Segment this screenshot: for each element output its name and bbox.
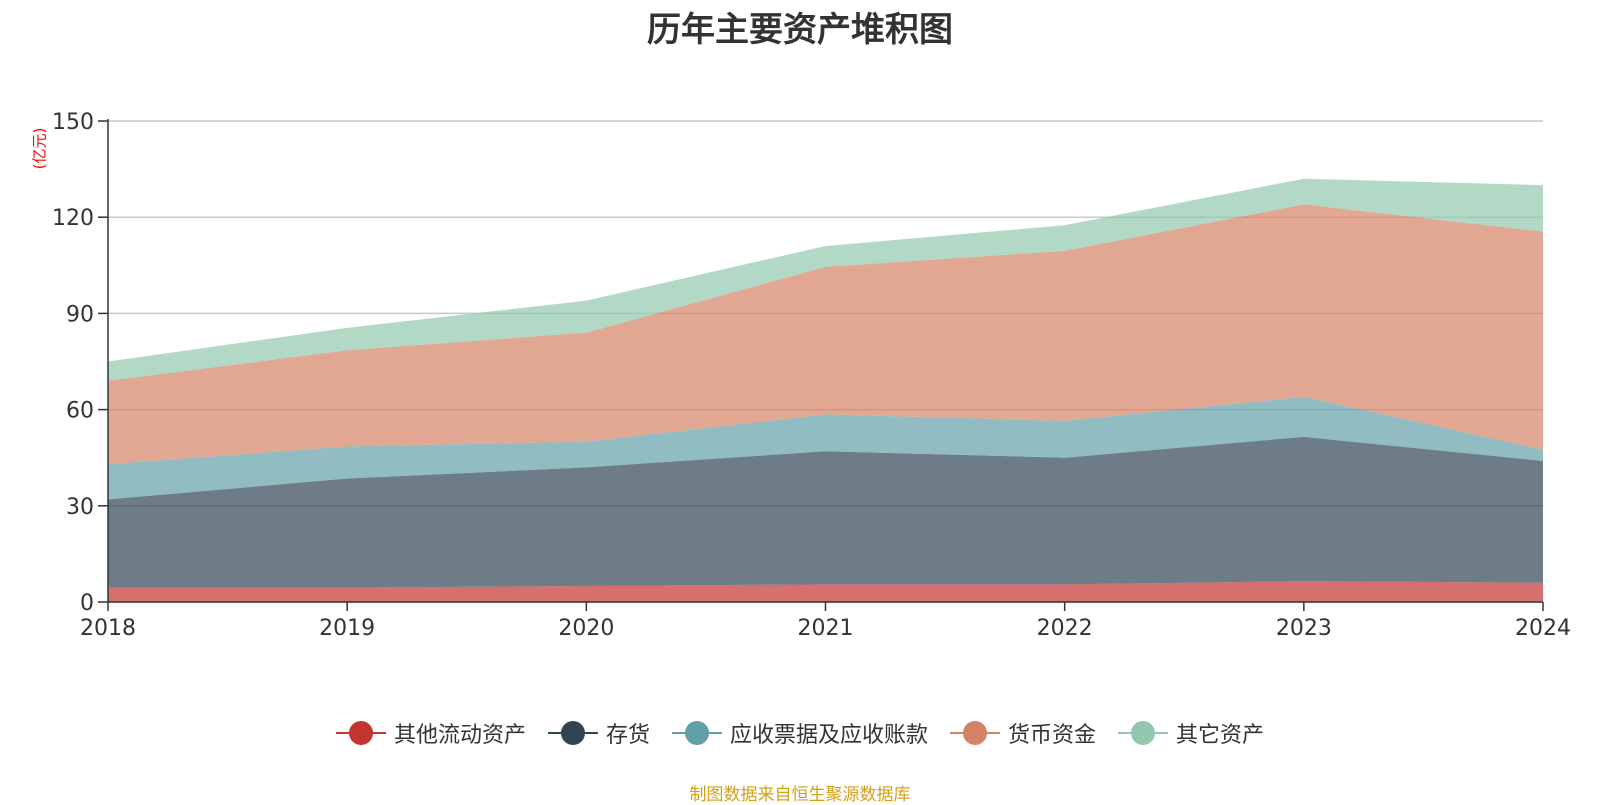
legend-item[interactable]: 其他流动资产	[335, 717, 526, 749]
area-series-2	[108, 436, 1543, 588]
legend-label: 其它资产	[1176, 723, 1265, 748]
stacked-area-chart: 0 30 60 90 120 150 2018 2019 2020 2021 2022 2023 202…	[52, 110, 1571, 641]
x-tick-label: 2024	[1515, 616, 1571, 641]
legend-label: 其他流动资产	[393, 723, 526, 748]
legend-item[interactable]: 存货	[547, 717, 650, 749]
chart-title: 历年主要资产堆积图	[647, 10, 953, 50]
x-tick-label: 2021	[798, 616, 854, 641]
legend-marker	[671, 721, 722, 745]
area-series-3	[108, 396, 1543, 500]
area-series-4	[108, 204, 1543, 465]
area-series-5	[108, 178, 1543, 381]
legend-label: 存货	[605, 723, 650, 748]
x-tick-label: 2019	[319, 616, 375, 641]
x-tick-label: 2022	[1037, 616, 1093, 641]
legend-marker	[335, 721, 386, 745]
legend-item[interactable]: 其它资产	[1118, 717, 1264, 749]
y-tick-label: 120	[52, 206, 94, 231]
legend-item[interactable]: 应收票据及应收账款	[671, 717, 928, 749]
legend-marker	[1118, 721, 1169, 745]
legend-item[interactable]: 货币资金	[950, 717, 1096, 749]
legend-label: 应收票据及应收账款	[729, 723, 928, 748]
y-tick-label: 150	[52, 110, 94, 135]
y-tick-label: 0	[80, 591, 94, 616]
y-tick-label: 90	[66, 302, 94, 327]
x-tick-label: 2023	[1276, 616, 1332, 641]
y-tick-label: 30	[66, 495, 94, 520]
legend-marker-dot	[684, 721, 709, 745]
x-tick-label: 2020	[558, 616, 614, 641]
x-tick-label: 2018	[80, 616, 136, 641]
legend-label: 货币资金	[1008, 723, 1097, 748]
legend-marker-dot	[348, 721, 373, 745]
y-tick-label: 60	[66, 399, 94, 424]
area-series-1	[108, 581, 1543, 602]
legend-marker	[547, 721, 598, 745]
source-note: 制图数据来自恒生聚源数据库	[689, 785, 911, 805]
legend-marker-dot	[560, 721, 585, 745]
legend-marker-dot	[963, 721, 987, 745]
legend-marker	[950, 721, 1000, 745]
legend-marker-dot	[1131, 721, 1156, 745]
chart-legend: 其他流动资产 存货 应收票据及应收账款 货币资金 其它资产	[0, 716, 1600, 750]
